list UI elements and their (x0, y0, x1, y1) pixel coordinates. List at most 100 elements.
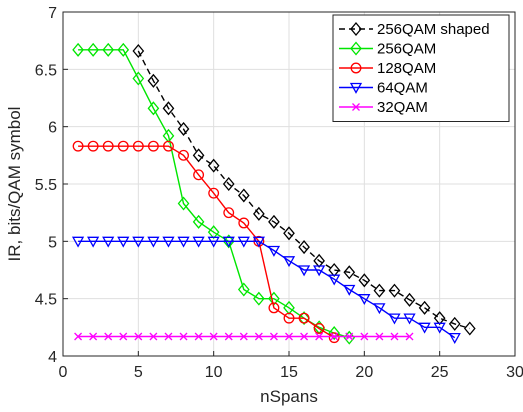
series-line-256qam-shaped (137, 50, 471, 330)
data-point-256qam-shaped (253, 206, 265, 221)
legend-marker-32qam (352, 103, 360, 111)
data-point-32qam (375, 332, 384, 341)
data-point-256qam (328, 326, 341, 341)
data-point-128qam (72, 140, 84, 152)
data-point-256qam (268, 291, 280, 306)
data-point-64qam (117, 236, 130, 248)
data-point-32qam (209, 332, 218, 341)
data-point-256qam (87, 42, 99, 57)
data-point-64qam (297, 265, 311, 277)
data-point-256qam-shaped (298, 240, 310, 255)
data-point-256qam-shaped (237, 188, 250, 203)
data-point-64qam (252, 236, 265, 248)
y-tick-label: 5 (48, 234, 57, 251)
data-point-64qam (358, 294, 371, 306)
x-tick-label: 15 (280, 364, 298, 381)
data-point-256qam-shaped (222, 176, 235, 192)
x-tick-label: 25 (431, 364, 449, 381)
legend: 256QAM shaped 256QAM 128QAM 64QAM 32QAM (332, 14, 510, 122)
series-64qam (71, 236, 461, 344)
data-point-64qam (282, 256, 296, 268)
data-point-128qam (178, 149, 189, 161)
x-tick-label: 20 (355, 364, 373, 381)
data-point-256qam-shaped (268, 214, 280, 229)
data-point-128qam (283, 312, 295, 324)
data-point-256qam (147, 101, 160, 116)
data-point-256qam (298, 311, 310, 326)
data-point-128qam (268, 302, 280, 314)
axis-ticks: 0 5 10 15 20 25 30 4 4.5 5 5.5 6 6.5 7 (35, 5, 523, 381)
data-point-64qam (192, 236, 205, 248)
data-point-256qam-shaped (418, 300, 431, 315)
data-point-256qam-shaped (162, 101, 175, 116)
data-point-128qam (313, 323, 325, 334)
legend-label-32qam: 32QAM (377, 99, 428, 116)
data-point-256qam (237, 282, 250, 297)
data-point-256qam-shaped (373, 283, 386, 298)
data-point-128qam (147, 140, 159, 152)
data-point-256qam-shaped (283, 226, 295, 241)
data-point-64qam (373, 303, 386, 315)
y-tick-label: 6 (48, 120, 57, 137)
data-point-64qam (87, 236, 100, 248)
data-point-32qam (254, 332, 263, 341)
data-point-128qam (298, 312, 310, 324)
data-point-256qam (207, 225, 220, 240)
data-point-256qam-shaped (207, 158, 220, 173)
data-point-256qam (177, 196, 190, 211)
legend-label-256qam: 256QAM (377, 41, 436, 58)
data-point-32qam (74, 332, 83, 341)
data-point-128qam (87, 140, 99, 152)
data-point-64qam (403, 313, 416, 325)
data-point-256qam-shaped (177, 121, 190, 136)
data-point-256qam-shaped (343, 265, 356, 280)
legend-marker-256qam-shaped (350, 21, 362, 37)
data-point-64qam (328, 274, 341, 286)
data-point-64qam (71, 236, 85, 248)
data-point-256qam-shaped (358, 273, 371, 288)
legend-label-256qam-shaped: 256QAM shaped (377, 21, 490, 38)
series-32qam (74, 332, 414, 341)
data-point-256qam-shaped (132, 43, 145, 59)
data-point-64qam (162, 236, 175, 248)
data-point-32qam (360, 332, 369, 341)
data-point-256qam-shaped (433, 311, 446, 326)
legend-marker-128qam (350, 62, 362, 74)
data-point-32qam (164, 332, 173, 341)
data-point-64qam (433, 322, 446, 334)
x-tick-label: 5 (134, 364, 143, 381)
data-point-32qam (89, 332, 98, 341)
data-point-256qam-shaped (328, 262, 341, 278)
x-tick-label: 30 (506, 364, 523, 381)
data-point-32qam (300, 332, 309, 341)
data-point-64qam (222, 236, 235, 248)
y-tick-label: 7 (48, 5, 57, 22)
data-point-256qam-shaped (388, 283, 401, 298)
x-tick-label: 0 (59, 364, 68, 381)
data-point-256qam-shaped (192, 148, 205, 163)
data-point-64qam (147, 236, 160, 248)
data-point-256qam (343, 330, 356, 345)
data-point-32qam (285, 332, 293, 341)
data-point-32qam (119, 332, 128, 341)
legend-marker-256qam (350, 41, 362, 56)
series-256qam-shaped (132, 43, 476, 336)
data-point-64qam (448, 333, 461, 344)
data-point-32qam (405, 332, 414, 341)
data-point-256qam (253, 291, 265, 306)
data-point-64qam (102, 236, 115, 248)
legend-label-128qam: 128QAM (377, 60, 436, 77)
series-line-128qam (78, 145, 335, 339)
data-point-256qam (132, 71, 145, 86)
series-128qam (72, 140, 340, 344)
data-point-256qam (117, 42, 130, 57)
data-point-32qam (194, 332, 203, 341)
data-point-64qam (237, 236, 250, 248)
data-point-128qam (117, 140, 129, 152)
data-point-64qam (313, 265, 326, 277)
x-tick-label: 10 (205, 364, 223, 381)
data-point-256qam-shaped (463, 321, 476, 336)
data-point-128qam (238, 217, 250, 229)
data-point-128qam (328, 332, 340, 344)
